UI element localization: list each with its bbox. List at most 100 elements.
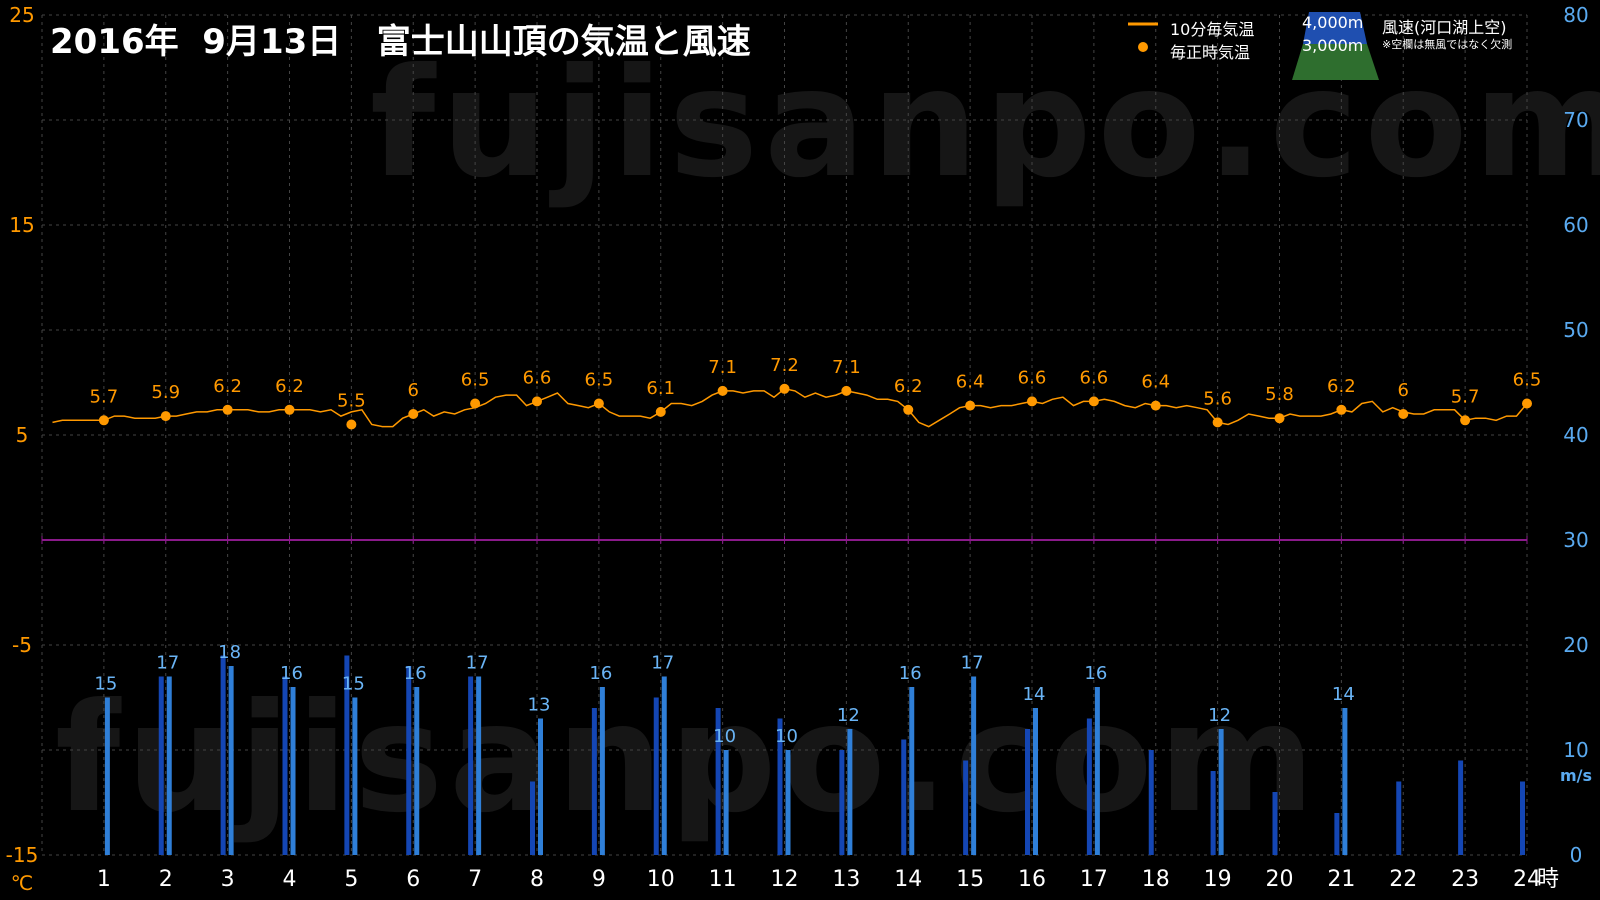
wind-3000m-bar bbox=[1458, 760, 1464, 855]
wind-4000m-bar bbox=[1033, 708, 1038, 855]
watermark-top: fujisanpo.com bbox=[370, 37, 1600, 211]
x-axis-tick-label: 4 bbox=[283, 867, 297, 892]
hourly-temperature-label: 5.6 bbox=[1203, 388, 1232, 409]
wind-4000m-bar bbox=[1218, 729, 1224, 855]
wind-3000m-bar bbox=[282, 676, 288, 855]
wind-4000m-label: 12 bbox=[1208, 705, 1231, 726]
wind-4000m-label: 16 bbox=[589, 663, 612, 684]
left-axis-tick-label: 25 bbox=[9, 3, 34, 27]
x-axis-tick-label: 15 bbox=[956, 867, 984, 892]
legend-4000m-label: 4,000m bbox=[1302, 13, 1364, 32]
hourly-temperature-label: 6.2 bbox=[213, 376, 242, 397]
x-axis-tick-label: 5 bbox=[344, 867, 358, 892]
wind-3000m-bar bbox=[1396, 781, 1402, 855]
wind-3000m-bar bbox=[1210, 771, 1216, 855]
hourly-temperature-label: 6.5 bbox=[461, 370, 490, 391]
hourly-temperature-point bbox=[655, 406, 666, 417]
wind-3000m-bar bbox=[1272, 792, 1278, 855]
legend-mountain-top-icon bbox=[1303, 12, 1367, 44]
hourly-temperature-label: 6.2 bbox=[894, 376, 923, 397]
hourly-temperature-point bbox=[160, 411, 171, 422]
watermark-layer: fujisanpo.com fujisanpo.com bbox=[55, 37, 1600, 846]
legend-note: ※空欄は無風ではなく欠測 bbox=[1382, 38, 1513, 51]
hourly-temperature-point bbox=[346, 419, 357, 430]
wind-4000m-label: 12 bbox=[837, 705, 860, 726]
hourly-temperature-label: 6.1 bbox=[646, 378, 675, 399]
hourly-temperature-label: 5.7 bbox=[90, 386, 119, 407]
legend-wind-label: 風速(河口湖上空) bbox=[1382, 18, 1507, 37]
left-axis-unit: ℃ bbox=[11, 871, 33, 895]
wind-4000m-bar bbox=[414, 687, 420, 855]
wind-4000m-bar bbox=[476, 676, 482, 855]
x-axis-tick-label: 23 bbox=[1451, 867, 1479, 892]
x-axis-tick-label: 12 bbox=[771, 867, 799, 892]
wind-3000m-bar bbox=[468, 676, 474, 855]
x-axis-tick-label: 1 bbox=[97, 867, 111, 892]
left-axis-tick-label: 15 bbox=[9, 213, 34, 237]
legend-mountain-base-icon bbox=[1292, 44, 1379, 80]
right-axis-tick-label: 40 bbox=[1563, 423, 1588, 447]
wind-3000m-bar bbox=[653, 697, 659, 855]
temperature-line bbox=[52, 387, 1528, 428]
right-axis-unit: m/s bbox=[1560, 766, 1592, 785]
hourly-temperature-point bbox=[98, 415, 109, 426]
x-axis-tick-label: 24 bbox=[1513, 867, 1541, 892]
legend-3000m-label: 3,000m bbox=[1302, 36, 1364, 55]
wind-4000m-label: 16 bbox=[280, 663, 303, 684]
wind-3000m-bar bbox=[901, 739, 907, 855]
x-axis-tick-label: 18 bbox=[1142, 867, 1170, 892]
x-axis-tick-label: 20 bbox=[1266, 867, 1294, 892]
wind-4000m-label: 10 bbox=[775, 726, 798, 747]
wind-3000m-bar bbox=[158, 676, 164, 855]
wind-4000m-label: 17 bbox=[466, 653, 489, 674]
wind-4000m-label: 16 bbox=[1084, 663, 1107, 684]
hourly-temperature-label: 6 bbox=[1398, 380, 1409, 401]
hourly-temperature-label: 7.1 bbox=[708, 357, 737, 378]
wind-4000m-bar bbox=[352, 697, 358, 855]
wind-3000m-bar bbox=[530, 781, 535, 855]
wind-4000m-bar bbox=[166, 676, 172, 855]
hourly-temperature-point bbox=[1027, 396, 1037, 407]
x-axis-tick-label: 8 bbox=[530, 867, 544, 892]
wind-4000m-label: 17 bbox=[961, 653, 984, 674]
wind-4000m-bar bbox=[104, 697, 110, 855]
hourly-temperature-label: 7.1 bbox=[832, 357, 861, 378]
wind-4000m-label: 15 bbox=[94, 674, 117, 695]
hourly-temperature-label: 5.9 bbox=[151, 382, 180, 403]
hourly-temperature-point bbox=[222, 404, 233, 415]
wind-3000m-bar bbox=[591, 708, 597, 855]
wind-4000m-bar bbox=[909, 687, 915, 855]
x-axis-tick-label: 6 bbox=[406, 867, 420, 892]
wind-4000m-label: 14 bbox=[1023, 684, 1046, 705]
x-axis-tick-label: 22 bbox=[1389, 867, 1417, 892]
x-axis-tick-label: 13 bbox=[832, 867, 860, 892]
hourly-temperature-label: 6.2 bbox=[1327, 376, 1356, 397]
wind-3000m-bar bbox=[406, 666, 412, 855]
wind-4000m-bar bbox=[538, 718, 543, 855]
wind-4000m-bar bbox=[847, 729, 853, 855]
wind-labels: 15 17 18 16 15 16 17 13 16 17 10 10 12 16 17 14 16 12 14 bbox=[94, 642, 1354, 747]
left-axis-tick-label: -15 bbox=[6, 843, 39, 867]
wind-3000m-bar bbox=[1025, 729, 1030, 855]
wind-4000m-bar bbox=[1094, 687, 1100, 855]
wind-4000m-label: 15 bbox=[342, 674, 365, 695]
hourly-temperature-label: 6.5 bbox=[585, 370, 614, 391]
wind-3000m-bars bbox=[158, 655, 1525, 855]
hourly-temperature-point bbox=[903, 404, 914, 415]
hourly-temperature-point bbox=[284, 404, 295, 415]
legend-hourly-label: 毎正時気温 bbox=[1170, 43, 1251, 62]
right-axis-tick-label: 60 bbox=[1563, 213, 1588, 237]
hourly-temperature-point bbox=[470, 398, 481, 409]
wind-4000m-label: 14 bbox=[1332, 684, 1355, 705]
wind-3000m-bar bbox=[220, 655, 226, 855]
wind-4000m-bar bbox=[971, 676, 977, 855]
wind-4000m-bar bbox=[599, 687, 605, 855]
right-axis-tick-label: 80 bbox=[1563, 3, 1588, 27]
legend-dot-swatch bbox=[1138, 42, 1148, 52]
wind-3000m-bar bbox=[715, 708, 721, 855]
wind-4000m-label: 10 bbox=[713, 726, 736, 747]
hourly-temperature-point bbox=[1212, 417, 1223, 428]
left-axis-tick-label: -5 bbox=[12, 633, 32, 657]
